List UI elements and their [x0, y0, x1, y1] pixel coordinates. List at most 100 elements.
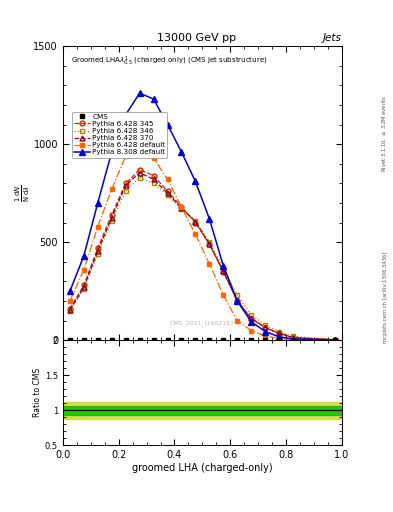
CMS	[249, 337, 253, 344]
Pythia 6.428 346	[249, 312, 253, 318]
Pythia 6.428 370	[235, 297, 240, 304]
CMS	[235, 337, 240, 344]
Pythia 6.428 346	[151, 180, 156, 186]
Pythia 6.428 345	[193, 220, 198, 226]
Pythia 6.428 default	[151, 155, 156, 161]
Pythia 6.428 370	[179, 205, 184, 211]
Pythia 6.428 370	[109, 215, 114, 221]
Pythia 6.428 370	[95, 248, 100, 254]
Pythia 6.428 default	[207, 261, 212, 267]
Pythia 6.428 default	[109, 186, 114, 193]
Pythia 8.308 default	[207, 216, 212, 222]
Line: Pythia 6.428 default: Pythia 6.428 default	[68, 144, 337, 343]
Pythia 6.428 370	[263, 324, 268, 330]
CMS	[68, 337, 72, 344]
Pythia 8.308 default	[151, 96, 156, 102]
Pythia 8.308 default	[235, 298, 240, 304]
Pythia 6.428 default	[95, 224, 100, 230]
CMS	[332, 337, 337, 344]
Pythia 6.428 346	[291, 333, 296, 339]
Pythia 8.308 default	[109, 149, 114, 155]
Pythia 6.428 346	[332, 337, 337, 343]
Pythia 8.308 default	[68, 288, 72, 294]
Pythia 8.308 default	[165, 121, 170, 127]
CMS	[109, 337, 114, 344]
CMS	[95, 337, 100, 344]
CMS	[123, 337, 128, 344]
Y-axis label: $\frac{1}{\mathrm{N}}\frac{\mathrm{d}N}{\mathrm{d}\lambda}$: $\frac{1}{\mathrm{N}}\frac{\mathrm{d}N}{…	[14, 184, 32, 202]
Pythia 6.428 345	[123, 180, 128, 186]
Pythia 6.428 346	[221, 265, 226, 271]
Pythia 6.428 346	[193, 218, 198, 224]
Pythia 6.428 default	[68, 298, 72, 304]
Pythia 6.428 346	[235, 292, 240, 298]
Pythia 6.428 345	[95, 245, 100, 251]
Pythia 6.428 345	[179, 204, 184, 210]
Line: Pythia 6.428 345: Pythia 6.428 345	[68, 167, 337, 342]
Pythia 6.428 346	[179, 206, 184, 212]
Pythia 6.428 345	[207, 241, 212, 247]
Text: CMS_2021_I1982187: CMS_2021_I1982187	[170, 320, 235, 326]
CMS	[137, 337, 142, 344]
Line: Pythia 6.428 370: Pythia 6.428 370	[68, 170, 337, 342]
Pythia 8.308 default	[221, 263, 226, 269]
Pythia 6.428 346	[68, 308, 72, 314]
Pythia 6.428 345	[81, 282, 86, 288]
X-axis label: groomed LHA (charged-only): groomed LHA (charged-only)	[132, 463, 273, 473]
Pythia 6.428 346	[81, 286, 86, 292]
Pythia 6.428 345	[165, 188, 170, 195]
Pythia 6.428 346	[165, 192, 170, 198]
Pythia 6.428 345	[249, 316, 253, 322]
Pythia 8.308 default	[249, 318, 253, 325]
Pythia 6.428 370	[68, 307, 72, 313]
Line: Pythia 8.308 default: Pythia 8.308 default	[67, 91, 338, 343]
Pythia 8.308 default	[193, 178, 198, 184]
Pythia 8.308 default	[137, 90, 142, 96]
Pythia 6.428 default	[263, 333, 268, 339]
Pythia 6.428 345	[221, 269, 226, 275]
Pythia 6.428 346	[137, 175, 142, 181]
Pythia 6.428 370	[221, 268, 226, 274]
Pythia 6.428 345	[263, 325, 268, 331]
Y-axis label: Ratio to CMS: Ratio to CMS	[33, 368, 42, 417]
Pythia 6.428 default	[332, 337, 337, 343]
Pythia 6.428 345	[68, 306, 72, 312]
Bar	[63, 406, 342, 415]
CMS	[291, 337, 296, 344]
Pythia 6.428 346	[207, 239, 212, 245]
CMS	[165, 337, 170, 344]
CMS	[263, 337, 268, 344]
Legend: CMS, Pythia 6.428 345, Pythia 6.428 346, Pythia 6.428 370, Pythia 6.428 default,: CMS, Pythia 6.428 345, Pythia 6.428 346,…	[72, 112, 167, 158]
Bar	[63, 402, 342, 419]
Pythia 6.428 default	[235, 317, 240, 324]
Line: CMS: CMS	[68, 338, 337, 343]
Pythia 6.428 370	[207, 241, 212, 247]
Pythia 6.428 345	[291, 334, 296, 340]
Pythia 6.428 346	[123, 188, 128, 195]
Pythia 6.428 370	[137, 169, 142, 176]
Pythia 6.428 default	[165, 177, 170, 183]
Line: Pythia 6.428 346: Pythia 6.428 346	[68, 175, 337, 342]
Pythia 6.428 default	[249, 328, 253, 334]
Pythia 6.428 default	[277, 335, 281, 342]
Pythia 6.428 370	[123, 182, 128, 188]
Pythia 6.428 370	[277, 330, 281, 336]
Pythia 8.308 default	[123, 112, 128, 118]
Pythia 6.428 default	[221, 292, 226, 298]
Pythia 8.308 default	[179, 149, 184, 155]
Pythia 6.428 345	[277, 330, 281, 336]
Pythia 8.308 default	[81, 253, 86, 259]
Pythia 6.428 default	[137, 143, 142, 149]
Pythia 6.428 370	[249, 315, 253, 322]
Pythia 6.428 370	[193, 219, 198, 225]
Text: 13000 GeV pp: 13000 GeV pp	[157, 33, 236, 44]
CMS	[81, 337, 86, 344]
Pythia 6.428 default	[123, 153, 128, 159]
Pythia 6.428 345	[235, 298, 240, 304]
CMS	[151, 337, 156, 344]
CMS	[277, 337, 281, 344]
Pythia 6.428 370	[151, 177, 156, 183]
CMS	[207, 337, 212, 344]
Text: Jets: Jets	[323, 33, 342, 44]
Pythia 6.428 370	[291, 334, 296, 340]
